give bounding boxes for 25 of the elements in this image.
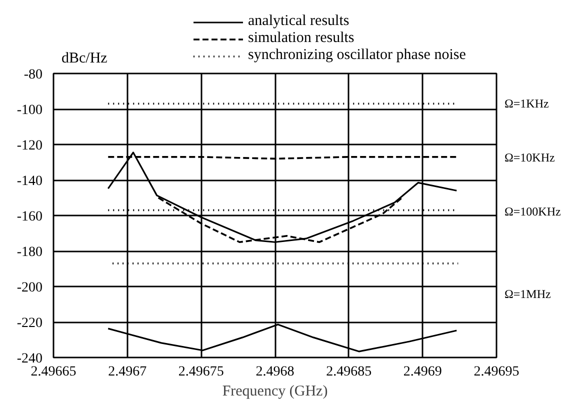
y-tick-label: -80: [24, 68, 43, 82]
y-axis-title: dBc/Hz: [62, 50, 108, 66]
x-tick-label: 2.49665: [30, 364, 76, 380]
x-tick-label: 2.4969: [403, 364, 442, 380]
y-tick-label: -120: [16, 138, 43, 154]
x-tick-label: 2.4968: [256, 364, 294, 380]
legend-label: simulation results: [248, 30, 354, 47]
x-axis-title: Frequency (GHz): [222, 384, 328, 400]
x-tick-label: 2.49675: [178, 364, 224, 380]
y-tick-label: -240: [16, 352, 43, 366]
y-tick-label: -200: [16, 280, 43, 296]
text: Ω=100KHz: [504, 204, 561, 219]
text: Ω=10KHz: [504, 150, 555, 165]
y-tick-label: -100: [16, 103, 43, 118]
text: Ω=1KHz: [504, 96, 549, 111]
text: Ω=1MHz: [504, 286, 551, 301]
legend-label: synchronizing oscillator phase noise: [248, 47, 466, 64]
x-tick-label: 2.4967: [108, 364, 147, 380]
x-tick-label: 2.49685: [326, 364, 372, 380]
y-tick-label: -220: [16, 316, 43, 331]
x-tick-label: 2.49695: [474, 364, 520, 380]
y-tick-label: -180: [16, 245, 43, 260]
y-tick-label: -160: [16, 210, 43, 224]
y-tick-label: -140: [16, 174, 43, 189]
legend-label: analytical results: [248, 13, 350, 30]
